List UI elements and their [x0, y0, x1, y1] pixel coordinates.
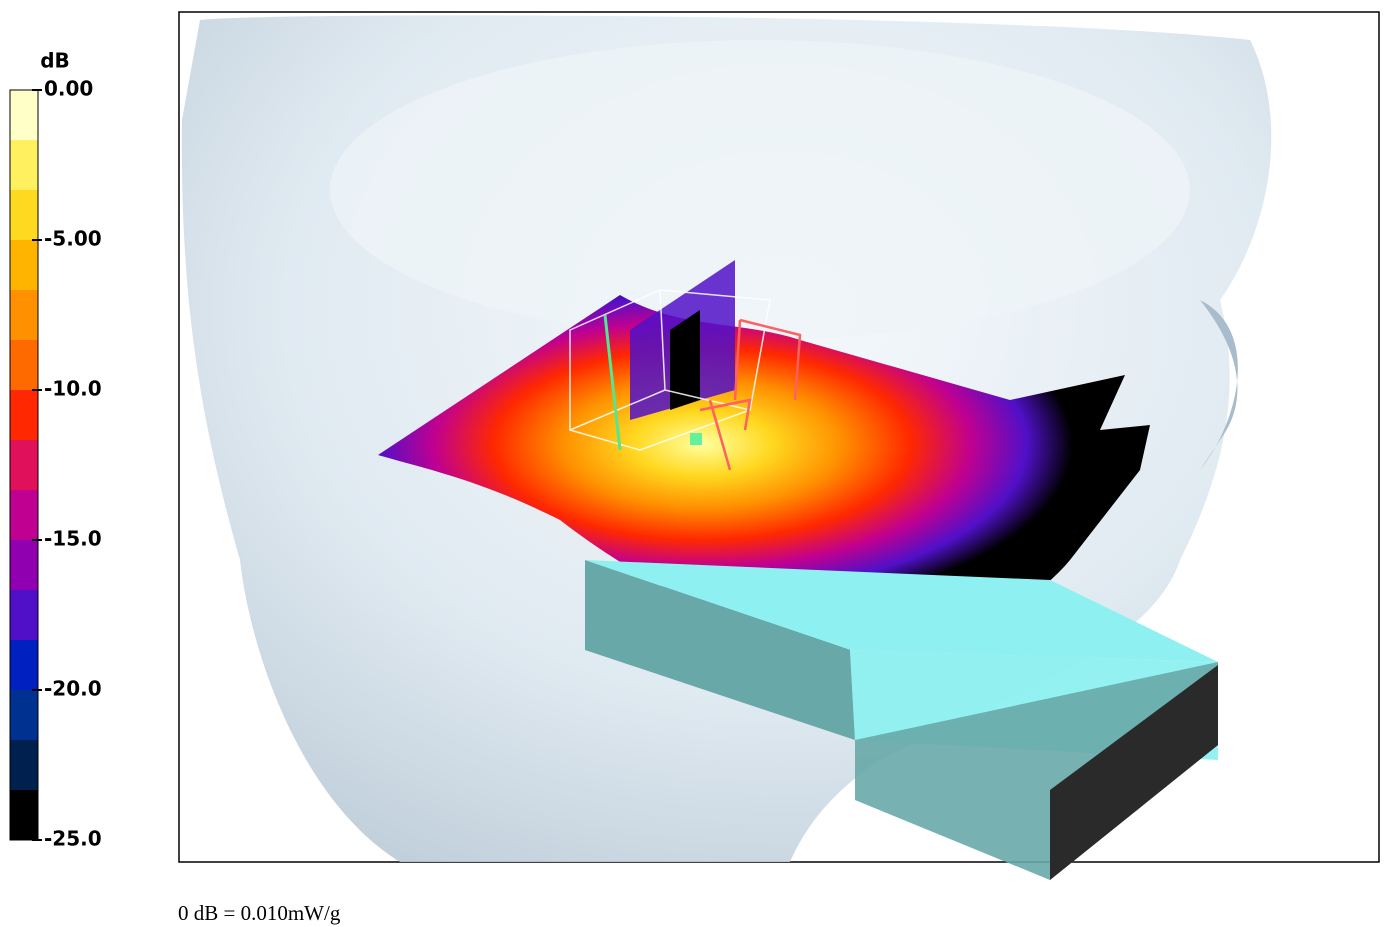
phone-face	[585, 560, 1218, 662]
color-band	[10, 90, 38, 141]
colorbar: 0.00 -5.00 -10.0 -15.0 -20.0 -25.0	[9, 77, 102, 851]
y-tick-label: -15.0	[44, 527, 102, 551]
color-band	[10, 540, 38, 591]
zoom-cube	[569, 289, 771, 451]
scene	[178, 11, 1380, 880]
y-tick-label: -20.0	[44, 677, 102, 701]
ear	[1200, 300, 1238, 470]
color-band	[10, 740, 38, 791]
color-band	[10, 440, 38, 491]
phone-front	[585, 560, 855, 740]
color-band	[10, 140, 38, 191]
note: 0 dB = 0.010mW/g	[178, 901, 341, 925]
color-band	[10, 790, 38, 841]
y-tick-label: -5.00	[44, 227, 102, 251]
grid-frame	[699, 318, 802, 471]
y-tick-label: -10.0	[44, 377, 102, 401]
color-band	[10, 390, 38, 441]
sar-plane-dark	[670, 310, 700, 410]
colorbar-title: dB	[40, 49, 70, 73]
color-band	[10, 190, 38, 241]
color-band	[10, 240, 38, 291]
color-band	[10, 290, 38, 341]
color-band	[10, 640, 38, 691]
colorbar-border	[9, 89, 39, 841]
head-top	[330, 40, 1190, 340]
y-tick-label: -25.0	[44, 827, 102, 851]
sar-surface	[378, 295, 1150, 650]
phone-end	[1050, 665, 1218, 880]
phone-side	[855, 662, 1218, 880]
probe-line	[603, 314, 622, 451]
color-band	[10, 490, 38, 541]
color-band	[10, 690, 38, 741]
color-band	[10, 340, 38, 391]
y-tick-label: 0.00	[44, 77, 93, 101]
color-band	[10, 590, 38, 641]
peak-marker	[690, 433, 702, 445]
